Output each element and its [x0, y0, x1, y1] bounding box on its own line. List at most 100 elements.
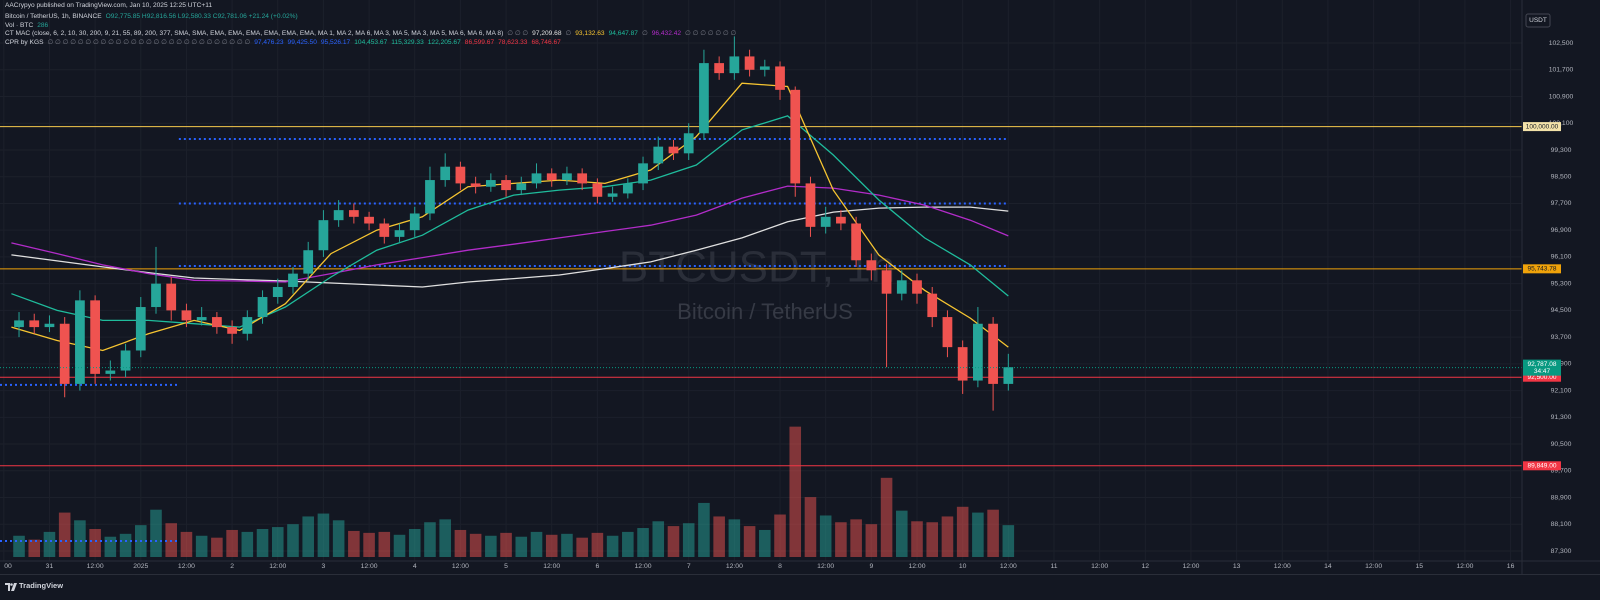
y-tick-label: 90,500	[1551, 441, 1572, 448]
countdown: 34:47	[1534, 368, 1551, 375]
y-tick-label: 92,900	[1551, 361, 1572, 368]
y-tick-label: 97,700	[1551, 200, 1572, 207]
candle-body	[90, 300, 100, 374]
volume-bar	[408, 529, 421, 557]
last-price-tag	[1523, 359, 1561, 376]
candle-body	[212, 317, 222, 328]
candle-body	[622, 183, 633, 194]
volume-bar	[256, 529, 269, 557]
candle-body	[820, 216, 831, 227]
volume-bar	[576, 537, 588, 557]
candle-body	[516, 183, 527, 191]
cpr-value: 68,746.67	[531, 38, 561, 46]
volume-bar	[713, 516, 725, 557]
candle-body	[790, 89, 801, 184]
volume-bar	[652, 521, 665, 557]
y-tick-label: 94,500	[1551, 307, 1572, 314]
candle-body	[546, 173, 557, 181]
volume-bar	[180, 531, 193, 557]
level-tag-label: 92,500.00	[1528, 374, 1557, 381]
axes: 87,300 88,100 88,900 89,700 90,500 91,300 92,1…	[4, 40, 1573, 570]
cpr-value: 86,599.67	[464, 38, 495, 46]
candle-body	[470, 183, 481, 187]
plot-area	[0, 36, 1522, 557]
x-tick-label: 7	[687, 563, 691, 570]
y-tick-label: 88,100	[1551, 521, 1572, 528]
volume-bar	[439, 519, 451, 557]
volume-bar	[591, 532, 604, 557]
y-tick-label: 93,700	[1551, 334, 1572, 341]
ma-value: ∅ ∅ ∅ ∅ ∅ ∅ ∅	[685, 30, 737, 38]
candle-body	[166, 283, 177, 311]
ohlc: O92,775.85 H92,816.56 L92,580.33 C92,781…	[105, 13, 298, 21]
cpr-value: 99,425.50	[287, 38, 317, 46]
volume-bar	[545, 534, 558, 557]
candle-body	[318, 220, 329, 251]
x-tick-label: 3	[322, 563, 326, 570]
candle-body	[988, 323, 998, 384]
ma-value: 94,647.87	[608, 30, 638, 38]
candle-body	[379, 223, 390, 237]
x-tick-label: 12:00	[178, 563, 195, 570]
level-tag	[1523, 122, 1561, 132]
candle-body	[364, 216, 374, 224]
volume-bar	[835, 522, 847, 557]
cpr-row: CPR by KGS ∅ ∅ ∅ ∅ ∅ ∅ ∅ ∅ ∅ ∅ ∅ ∅ ∅ ∅ ∅ …	[5, 39, 736, 47]
volume-bar	[332, 520, 345, 557]
candle-body	[29, 320, 40, 328]
candle-body	[181, 310, 192, 321]
candle-body	[151, 283, 161, 308]
x-tick-label: 12:00	[635, 563, 652, 570]
y-tick-label: 102,500	[1549, 40, 1574, 47]
grid	[0, 0, 1522, 561]
candle-body	[348, 210, 359, 217]
y-tick-label: 96,100	[1551, 254, 1572, 261]
volume-bar	[58, 512, 71, 557]
volume-bar	[43, 531, 56, 557]
x-tick-label: 2	[230, 563, 234, 570]
y-tick-label: 96,900	[1551, 227, 1572, 234]
volume-bar	[956, 506, 969, 557]
volume-bar	[561, 533, 573, 557]
x-tick-label: 8	[778, 563, 782, 570]
volume-bar	[454, 529, 467, 557]
ma-value: 93,132.63	[575, 30, 605, 38]
brand: TradingView	[19, 581, 64, 590]
candle-body	[14, 320, 24, 328]
candle-body	[120, 350, 131, 371]
candle-body	[668, 146, 679, 154]
level-tag-label: 89,849.00	[1528, 463, 1557, 470]
candle-body	[105, 370, 116, 374]
x-tick-label: 12:00	[543, 563, 560, 570]
volume-bar	[759, 529, 771, 557]
candle-body	[896, 280, 907, 294]
candle-body	[531, 173, 542, 184]
volume-bar	[150, 509, 162, 557]
currency: USDT	[1529, 17, 1547, 24]
volume-bar	[485, 535, 497, 557]
candle-body	[759, 66, 770, 70]
candle-body	[135, 307, 146, 351]
candle-body	[59, 323, 70, 384]
x-tick-label: 12:00	[1274, 563, 1291, 570]
volume-bar	[880, 477, 893, 557]
x-tick-label: 9	[869, 563, 873, 570]
cpr-value: 122,205.67	[427, 38, 461, 46]
volume-bar	[728, 519, 741, 557]
watermark: BTCUSDT, 1h Bitcoin / TetherUS	[619, 243, 895, 324]
volume-bar	[987, 509, 999, 557]
cpr-value: 115,329.33	[391, 38, 424, 46]
volume-bar	[28, 539, 41, 557]
x-tick-label: 12:00	[817, 563, 834, 570]
x-tick-label: 12:00	[452, 563, 469, 570]
author-line: AACrypyo published on TradingView.com, J…	[5, 2, 213, 9]
candle-body	[592, 183, 603, 197]
level-tag-label: 95,743.78	[1528, 266, 1557, 273]
y-tick-label: 95,300	[1551, 280, 1572, 287]
volume-bar	[911, 521, 923, 557]
ma-label: CT MAC (close, 6, 2, 10, 30, 200, 9, 21,…	[5, 30, 504, 38]
x-tick-label: 4	[413, 563, 417, 570]
x-tick-label: 00	[4, 563, 12, 570]
volume-bar	[667, 526, 680, 557]
